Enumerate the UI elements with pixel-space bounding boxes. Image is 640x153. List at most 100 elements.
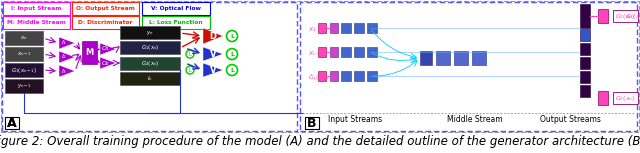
FancyBboxPatch shape	[580, 4, 590, 28]
Circle shape	[227, 31, 237, 41]
FancyBboxPatch shape	[3, 2, 70, 15]
Text: $X_{t-1}$: $X_{t-1}$	[308, 50, 324, 58]
FancyBboxPatch shape	[580, 29, 590, 41]
Text: $x_{n-1}$: $x_{n-1}$	[17, 50, 31, 58]
Text: L: L	[230, 34, 234, 39]
Text: I: Input Stream: I: Input Stream	[12, 6, 61, 11]
Text: Input Streams: Input Streams	[328, 115, 382, 124]
Text: $G_1(x_{n-1})$: $G_1(x_{n-1})$	[11, 65, 37, 75]
FancyBboxPatch shape	[120, 41, 180, 54]
Text: L: L	[230, 68, 234, 73]
FancyBboxPatch shape	[341, 47, 351, 57]
FancyBboxPatch shape	[330, 71, 338, 81]
FancyBboxPatch shape	[318, 23, 326, 33]
Text: V: V	[210, 50, 216, 59]
Text: $x_n$: $x_n$	[20, 34, 28, 42]
Text: $X_1$: $X_1$	[308, 26, 317, 34]
Text: $y_{n-1}$: $y_{n-1}$	[17, 82, 31, 90]
Polygon shape	[59, 37, 75, 49]
Polygon shape	[59, 51, 75, 63]
FancyBboxPatch shape	[330, 23, 338, 33]
FancyBboxPatch shape	[341, 23, 351, 33]
FancyBboxPatch shape	[367, 71, 377, 81]
Text: $I_n$: $I_n$	[147, 74, 153, 83]
FancyBboxPatch shape	[81, 41, 97, 63]
Text: D: Discriminator: D: Discriminator	[78, 20, 132, 25]
FancyBboxPatch shape	[5, 47, 43, 61]
Text: Output Streams: Output Streams	[540, 115, 600, 124]
Text: $G_2(x_n)$: $G_2(x_n)$	[614, 94, 636, 103]
FancyBboxPatch shape	[120, 72, 180, 85]
Polygon shape	[100, 57, 116, 69]
Text: L: Loss Function: L: Loss Function	[149, 20, 203, 25]
FancyBboxPatch shape	[598, 91, 608, 105]
Text: A: A	[7, 117, 17, 130]
Text: $\hat{G}_1(x_{t-1})$: $\hat{G}_1(x_{t-1})$	[308, 73, 336, 83]
FancyBboxPatch shape	[5, 31, 43, 45]
Text: M: Middle Stream: M: Middle Stream	[7, 20, 66, 25]
Text: $G_1(x_n)$: $G_1(x_n)$	[614, 11, 636, 21]
Text: $O_2$: $O_2$	[100, 59, 110, 67]
Text: L: L	[189, 68, 191, 73]
FancyBboxPatch shape	[354, 23, 364, 33]
FancyBboxPatch shape	[354, 71, 364, 81]
Text: A: A	[7, 117, 17, 130]
FancyBboxPatch shape	[580, 85, 590, 97]
Text: B: B	[307, 117, 317, 130]
Polygon shape	[203, 47, 223, 61]
FancyBboxPatch shape	[318, 71, 326, 81]
Circle shape	[227, 49, 237, 60]
FancyBboxPatch shape	[5, 79, 43, 93]
FancyBboxPatch shape	[120, 26, 180, 39]
FancyBboxPatch shape	[613, 10, 638, 22]
Text: V: V	[210, 65, 216, 75]
Text: $G_1(x_n)$: $G_1(x_n)$	[141, 43, 159, 52]
Text: $I_2$: $I_2$	[61, 53, 67, 62]
Circle shape	[186, 50, 194, 58]
Circle shape	[186, 66, 194, 74]
Text: M: M	[85, 48, 93, 57]
FancyBboxPatch shape	[5, 63, 43, 77]
FancyBboxPatch shape	[5, 117, 19, 129]
FancyBboxPatch shape	[142, 16, 210, 29]
FancyBboxPatch shape	[120, 57, 180, 70]
FancyBboxPatch shape	[580, 43, 590, 55]
Text: Middle Stream: Middle Stream	[447, 115, 503, 124]
Text: $O_1$: $O_1$	[100, 45, 110, 54]
Polygon shape	[203, 28, 223, 44]
Text: L: L	[189, 52, 191, 57]
Text: $I_3$: $I_3$	[61, 67, 67, 76]
Circle shape	[227, 65, 237, 76]
Text: $G_2(x_n)$: $G_2(x_n)$	[141, 59, 159, 68]
FancyBboxPatch shape	[420, 51, 432, 65]
FancyBboxPatch shape	[367, 23, 377, 33]
Text: $y_n$: $y_n$	[146, 28, 154, 37]
Polygon shape	[100, 43, 116, 55]
FancyBboxPatch shape	[341, 71, 351, 81]
FancyBboxPatch shape	[72, 16, 139, 29]
FancyBboxPatch shape	[305, 117, 319, 129]
FancyBboxPatch shape	[3, 16, 70, 29]
Polygon shape	[203, 63, 223, 77]
Text: D: D	[209, 32, 216, 41]
FancyBboxPatch shape	[580, 71, 590, 83]
FancyBboxPatch shape	[318, 47, 326, 57]
FancyBboxPatch shape	[598, 9, 608, 23]
FancyBboxPatch shape	[72, 2, 139, 15]
FancyBboxPatch shape	[330, 47, 338, 57]
FancyBboxPatch shape	[436, 51, 450, 65]
FancyBboxPatch shape	[472, 51, 486, 65]
Text: O: Output Stream: O: Output Stream	[76, 6, 135, 11]
FancyBboxPatch shape	[613, 92, 638, 104]
Text: $G_1(x_n)$: $G_1(x_n)$	[625, 11, 640, 21]
Polygon shape	[59, 65, 75, 77]
Text: $I_1$: $I_1$	[61, 39, 67, 47]
FancyBboxPatch shape	[354, 47, 364, 57]
FancyBboxPatch shape	[454, 51, 468, 65]
Text: L: L	[230, 52, 234, 57]
FancyBboxPatch shape	[367, 47, 377, 57]
Text: Figure 2: Overall training procedure of the model (A) and the detailed outline o: Figure 2: Overall training procedure of …	[0, 135, 640, 148]
FancyBboxPatch shape	[142, 2, 210, 15]
Text: V: Optical Flow: V: Optical Flow	[151, 6, 201, 11]
FancyBboxPatch shape	[580, 57, 590, 69]
